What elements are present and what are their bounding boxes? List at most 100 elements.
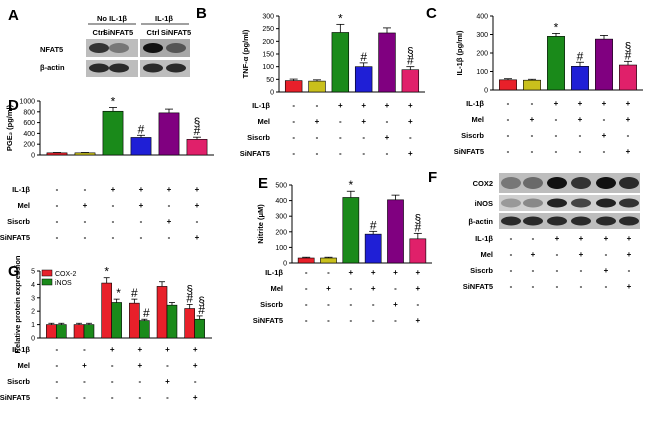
chart-g-bar xyxy=(73,324,85,339)
f-cond-0-0: - xyxy=(510,234,513,243)
blot-a-lane-label: Ctrl xyxy=(147,28,160,37)
e-cond-2-3: - xyxy=(372,300,375,309)
chart-d-bar xyxy=(186,139,208,156)
chart-g-sig-mark: # xyxy=(186,292,193,306)
blot-a-band xyxy=(109,43,129,53)
chart-d-sig-mark: # xyxy=(194,124,201,138)
g-cond-1-1: + xyxy=(82,361,87,370)
chart-c-ytick-label: 0 xyxy=(484,88,488,95)
e-cond-label-0: IL-1β xyxy=(265,268,283,277)
g-cond-0-5: + xyxy=(193,345,198,354)
c-cond-3-0: - xyxy=(507,147,510,156)
e-cond-0-4: + xyxy=(393,268,398,277)
f-cond-3-2: - xyxy=(556,282,559,291)
chart-e-bar xyxy=(342,197,360,264)
chart-g-sig-mark: § xyxy=(198,294,205,308)
e-cond-2-0: - xyxy=(305,300,308,309)
g-cond-1-2: - xyxy=(111,361,114,370)
blot-a-band xyxy=(143,43,163,53)
g-cond-3-3: - xyxy=(138,393,141,402)
d-cond-1-5: + xyxy=(195,201,200,210)
chart-d-bar xyxy=(130,137,152,156)
chart-b-ytick-label: 300 xyxy=(262,14,274,21)
panel-label-g: G xyxy=(8,263,20,280)
e-cond-label-3: SiNFAT5 xyxy=(253,316,283,325)
g-cond-3-0: - xyxy=(55,393,58,402)
chart-c-bar xyxy=(547,36,565,91)
chart-b-sig-mark: # xyxy=(360,50,367,64)
c-cond-0-0: - xyxy=(507,99,510,108)
chart-c-ytick-label: 400 xyxy=(476,14,488,21)
blot-f-band xyxy=(547,198,567,208)
blot-f-band xyxy=(596,177,616,189)
b-cond-2-4: + xyxy=(385,133,390,142)
b-cond-label-2: Siscrb xyxy=(247,133,270,142)
d-cond-0-5: + xyxy=(195,185,200,194)
f-cond-0-2: + xyxy=(555,234,560,243)
b-cond-0-4: + xyxy=(385,101,390,110)
d-cond-0-2: + xyxy=(111,185,116,194)
chart-g-bar xyxy=(184,308,195,339)
chart-d-bar xyxy=(158,112,180,156)
chart-e-sig-mark: # xyxy=(414,220,421,234)
e-cond-3-2: - xyxy=(349,316,352,325)
blot-f-band xyxy=(571,198,591,208)
blot-a-band xyxy=(166,63,186,73)
d-cond-2-0: - xyxy=(56,217,59,226)
b-cond-0-3: + xyxy=(361,101,366,110)
chart-g-bar xyxy=(101,282,112,339)
b-cond-label-3: SiNFAT5 xyxy=(240,149,270,158)
blot-f-band xyxy=(547,216,567,226)
chart-d-bar xyxy=(74,152,96,156)
chart-c-sig-mark: # xyxy=(577,49,584,63)
chart-g-legend-label: iNOS xyxy=(55,280,72,287)
chart-c-bar xyxy=(619,64,637,91)
f-cond-2-1: - xyxy=(532,266,535,275)
f-cond-1-3: + xyxy=(579,250,584,259)
chart-g-bar xyxy=(194,318,205,339)
g-cond-label-0: IL-1β xyxy=(12,345,30,354)
c-cond-1-5: + xyxy=(626,115,631,124)
chart-c-sig-mark: § xyxy=(625,39,632,53)
b-cond-2-0: - xyxy=(292,133,295,142)
chart-c-ytick-label: 200 xyxy=(476,51,488,58)
chart-b-ylabel: TNF-α (pg/ml) xyxy=(241,29,250,78)
c-cond-1-0: - xyxy=(507,115,510,124)
blot-f-band xyxy=(501,216,521,226)
f-cond-3-5: + xyxy=(627,282,632,291)
d-cond-3-5: + xyxy=(195,233,200,242)
blot-a-row-label: NFAT5 xyxy=(40,45,63,54)
chart-d-bar xyxy=(46,152,68,156)
chart-d-ytick-label: 600 xyxy=(23,120,35,127)
b-cond-2-3: - xyxy=(362,133,365,142)
chart-e-ytick-label: 0 xyxy=(283,261,287,268)
c-cond-1-2: - xyxy=(555,115,558,124)
e-cond-2-1: - xyxy=(327,300,330,309)
chart-g-sig-mark: # xyxy=(198,303,205,317)
blot-f-band xyxy=(501,198,521,208)
b-cond-2-1: - xyxy=(316,133,319,142)
g-cond-0-0: - xyxy=(55,345,58,354)
e-cond-1-3: + xyxy=(371,284,376,293)
d-cond-2-3: - xyxy=(140,217,143,226)
g-cond-2-2: - xyxy=(111,377,114,386)
panel-label-c: C xyxy=(426,5,437,22)
chart-c-ylabel: IL-1β (pg/ml) xyxy=(455,30,464,75)
blot-f-band xyxy=(501,177,521,189)
chart-e-bar xyxy=(409,238,427,264)
d-cond-0-3: + xyxy=(139,185,144,194)
chart-g-legend-label: COX-2 xyxy=(55,271,77,278)
b-cond-1-1: + xyxy=(315,117,320,126)
g-cond-1-4: - xyxy=(166,361,169,370)
g-cond-label-3: SiNFAT5 xyxy=(0,393,30,402)
panel-label-e: E xyxy=(258,175,268,192)
blot-f-band xyxy=(523,198,543,208)
blot-a-lane-label: SiNFAT5 xyxy=(161,28,191,37)
chart-b-ytick-label: 150 xyxy=(262,52,274,59)
b-cond-1-4: - xyxy=(386,117,389,126)
c-cond-3-1: - xyxy=(531,147,534,156)
g-cond-0-1: - xyxy=(83,345,86,354)
d-cond-3-4: - xyxy=(168,233,171,242)
chart-d-sig-mark: § xyxy=(194,115,201,129)
b-cond-3-4: - xyxy=(386,149,389,158)
